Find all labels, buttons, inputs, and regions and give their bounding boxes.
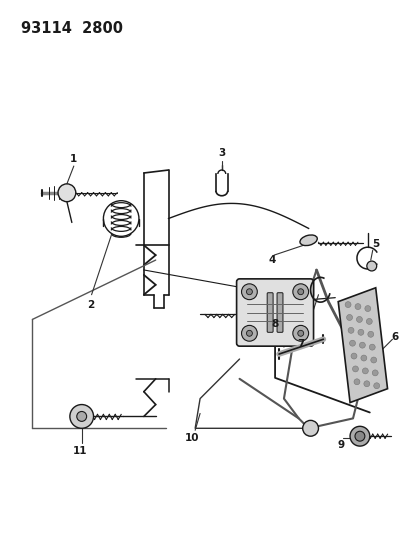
Polygon shape [337, 288, 387, 402]
Text: 9: 9 [337, 440, 344, 450]
Circle shape [346, 314, 351, 320]
Circle shape [297, 330, 303, 336]
Text: 4: 4 [268, 255, 275, 265]
FancyBboxPatch shape [266, 293, 273, 332]
Circle shape [358, 342, 364, 348]
Circle shape [360, 355, 366, 361]
Text: 7: 7 [296, 339, 304, 349]
Text: 93114  2800: 93114 2800 [21, 21, 122, 36]
Circle shape [349, 340, 355, 346]
Circle shape [347, 327, 353, 333]
Circle shape [246, 289, 252, 295]
Circle shape [344, 302, 350, 308]
Circle shape [58, 184, 76, 201]
Ellipse shape [299, 235, 316, 246]
Circle shape [350, 353, 356, 359]
Text: 3: 3 [218, 148, 225, 158]
FancyBboxPatch shape [236, 279, 313, 346]
Circle shape [70, 405, 93, 429]
Text: 10: 10 [185, 433, 199, 443]
Circle shape [363, 381, 369, 387]
Circle shape [349, 426, 369, 446]
Text: 11: 11 [72, 446, 87, 456]
Circle shape [370, 357, 376, 363]
Circle shape [356, 317, 361, 322]
Circle shape [361, 368, 368, 374]
Circle shape [354, 431, 364, 441]
Circle shape [241, 284, 257, 300]
Text: 5: 5 [371, 239, 378, 249]
Circle shape [366, 318, 371, 325]
Circle shape [351, 366, 358, 372]
Circle shape [357, 329, 363, 335]
Circle shape [76, 411, 86, 422]
Circle shape [292, 284, 308, 300]
Text: 2: 2 [87, 300, 94, 310]
Circle shape [302, 421, 318, 436]
Circle shape [354, 304, 360, 310]
Circle shape [297, 289, 303, 295]
Circle shape [364, 305, 370, 311]
Circle shape [366, 261, 376, 271]
Circle shape [353, 379, 359, 385]
Text: 1: 1 [70, 154, 77, 164]
Circle shape [373, 383, 379, 389]
Circle shape [241, 325, 257, 341]
Text: 8: 8 [271, 319, 278, 329]
Circle shape [246, 330, 252, 336]
Circle shape [371, 370, 377, 376]
Circle shape [368, 344, 374, 350]
Text: 6: 6 [391, 332, 398, 342]
Circle shape [367, 332, 373, 337]
Circle shape [292, 325, 308, 341]
FancyBboxPatch shape [276, 293, 282, 332]
